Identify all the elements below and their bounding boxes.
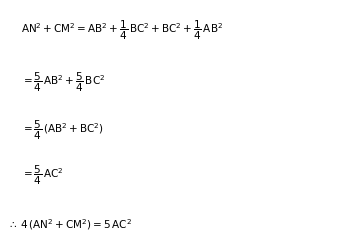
Text: $= \dfrac{5}{4}\, \mathrm{AB^2 + \dfrac{5}{4}\, BC^2}$: $= \dfrac{5}{4}\, \mathrm{AB^2 + \dfrac{… [21,71,106,94]
Text: $= \dfrac{5}{4}\, \mathrm{(AB^2 + BC^2)}$: $= \dfrac{5}{4}\, \mathrm{(AB^2 + BC^2)}… [21,118,104,142]
Text: $\mathrm{AN^2 + CM^2 = AB^2 + \dfrac{1}{4}\, BC^2 + BC^2 + \dfrac{1}{4}\, AB^2}$: $\mathrm{AN^2 + CM^2 = AB^2 + \dfrac{1}{… [21,18,223,42]
Text: $= \dfrac{5}{4}\, \mathrm{AC^2}$: $= \dfrac{5}{4}\, \mathrm{AC^2}$ [21,163,64,187]
Text: $\therefore\; \mathrm{4\,(AN^2 + CM^2) = 5\,AC^2}$: $\therefore\; \mathrm{4\,(AN^2 + CM^2) =… [7,218,132,232]
